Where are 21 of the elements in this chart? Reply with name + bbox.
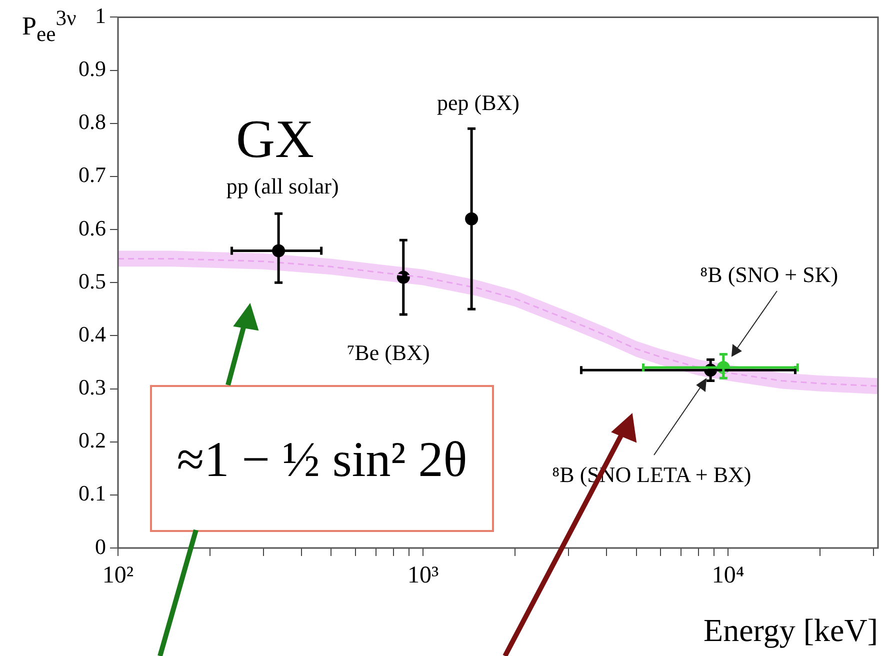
x-tick-label: 10² xyxy=(102,562,134,589)
y-tick-label: 0.3 xyxy=(78,374,106,400)
x-tick-label: 10⁴ xyxy=(712,562,744,589)
y-tick-label: 0.6 xyxy=(78,215,106,240)
y-tick-label: 0 xyxy=(95,534,106,559)
y-tick-label: 0.9 xyxy=(78,56,106,82)
annotation: ≈1 − ½ sin² 2θ xyxy=(150,385,494,532)
y-tick-label: 0.1 xyxy=(78,480,106,506)
y-tick-label: 0.7 xyxy=(78,162,106,188)
y-tick-label: 0.8 xyxy=(78,109,106,134)
y-tick-label: 0.4 xyxy=(78,321,106,346)
y-tick-label: 1 xyxy=(95,2,106,28)
x-axis-title: Energy [keV] xyxy=(704,612,878,648)
annotation: pp (all solar) xyxy=(226,174,339,199)
x-tick-label: 10³ xyxy=(407,562,439,589)
y-tick-label: 0.5 xyxy=(78,268,106,294)
annotation: GX xyxy=(236,108,314,170)
y-tick-label: 0.2 xyxy=(78,428,106,453)
annotation: ⁷Be (BX) xyxy=(346,340,430,366)
annotation: ⁸B (SNO + SK) xyxy=(700,262,838,288)
annotation: pep (BX) xyxy=(437,90,520,116)
